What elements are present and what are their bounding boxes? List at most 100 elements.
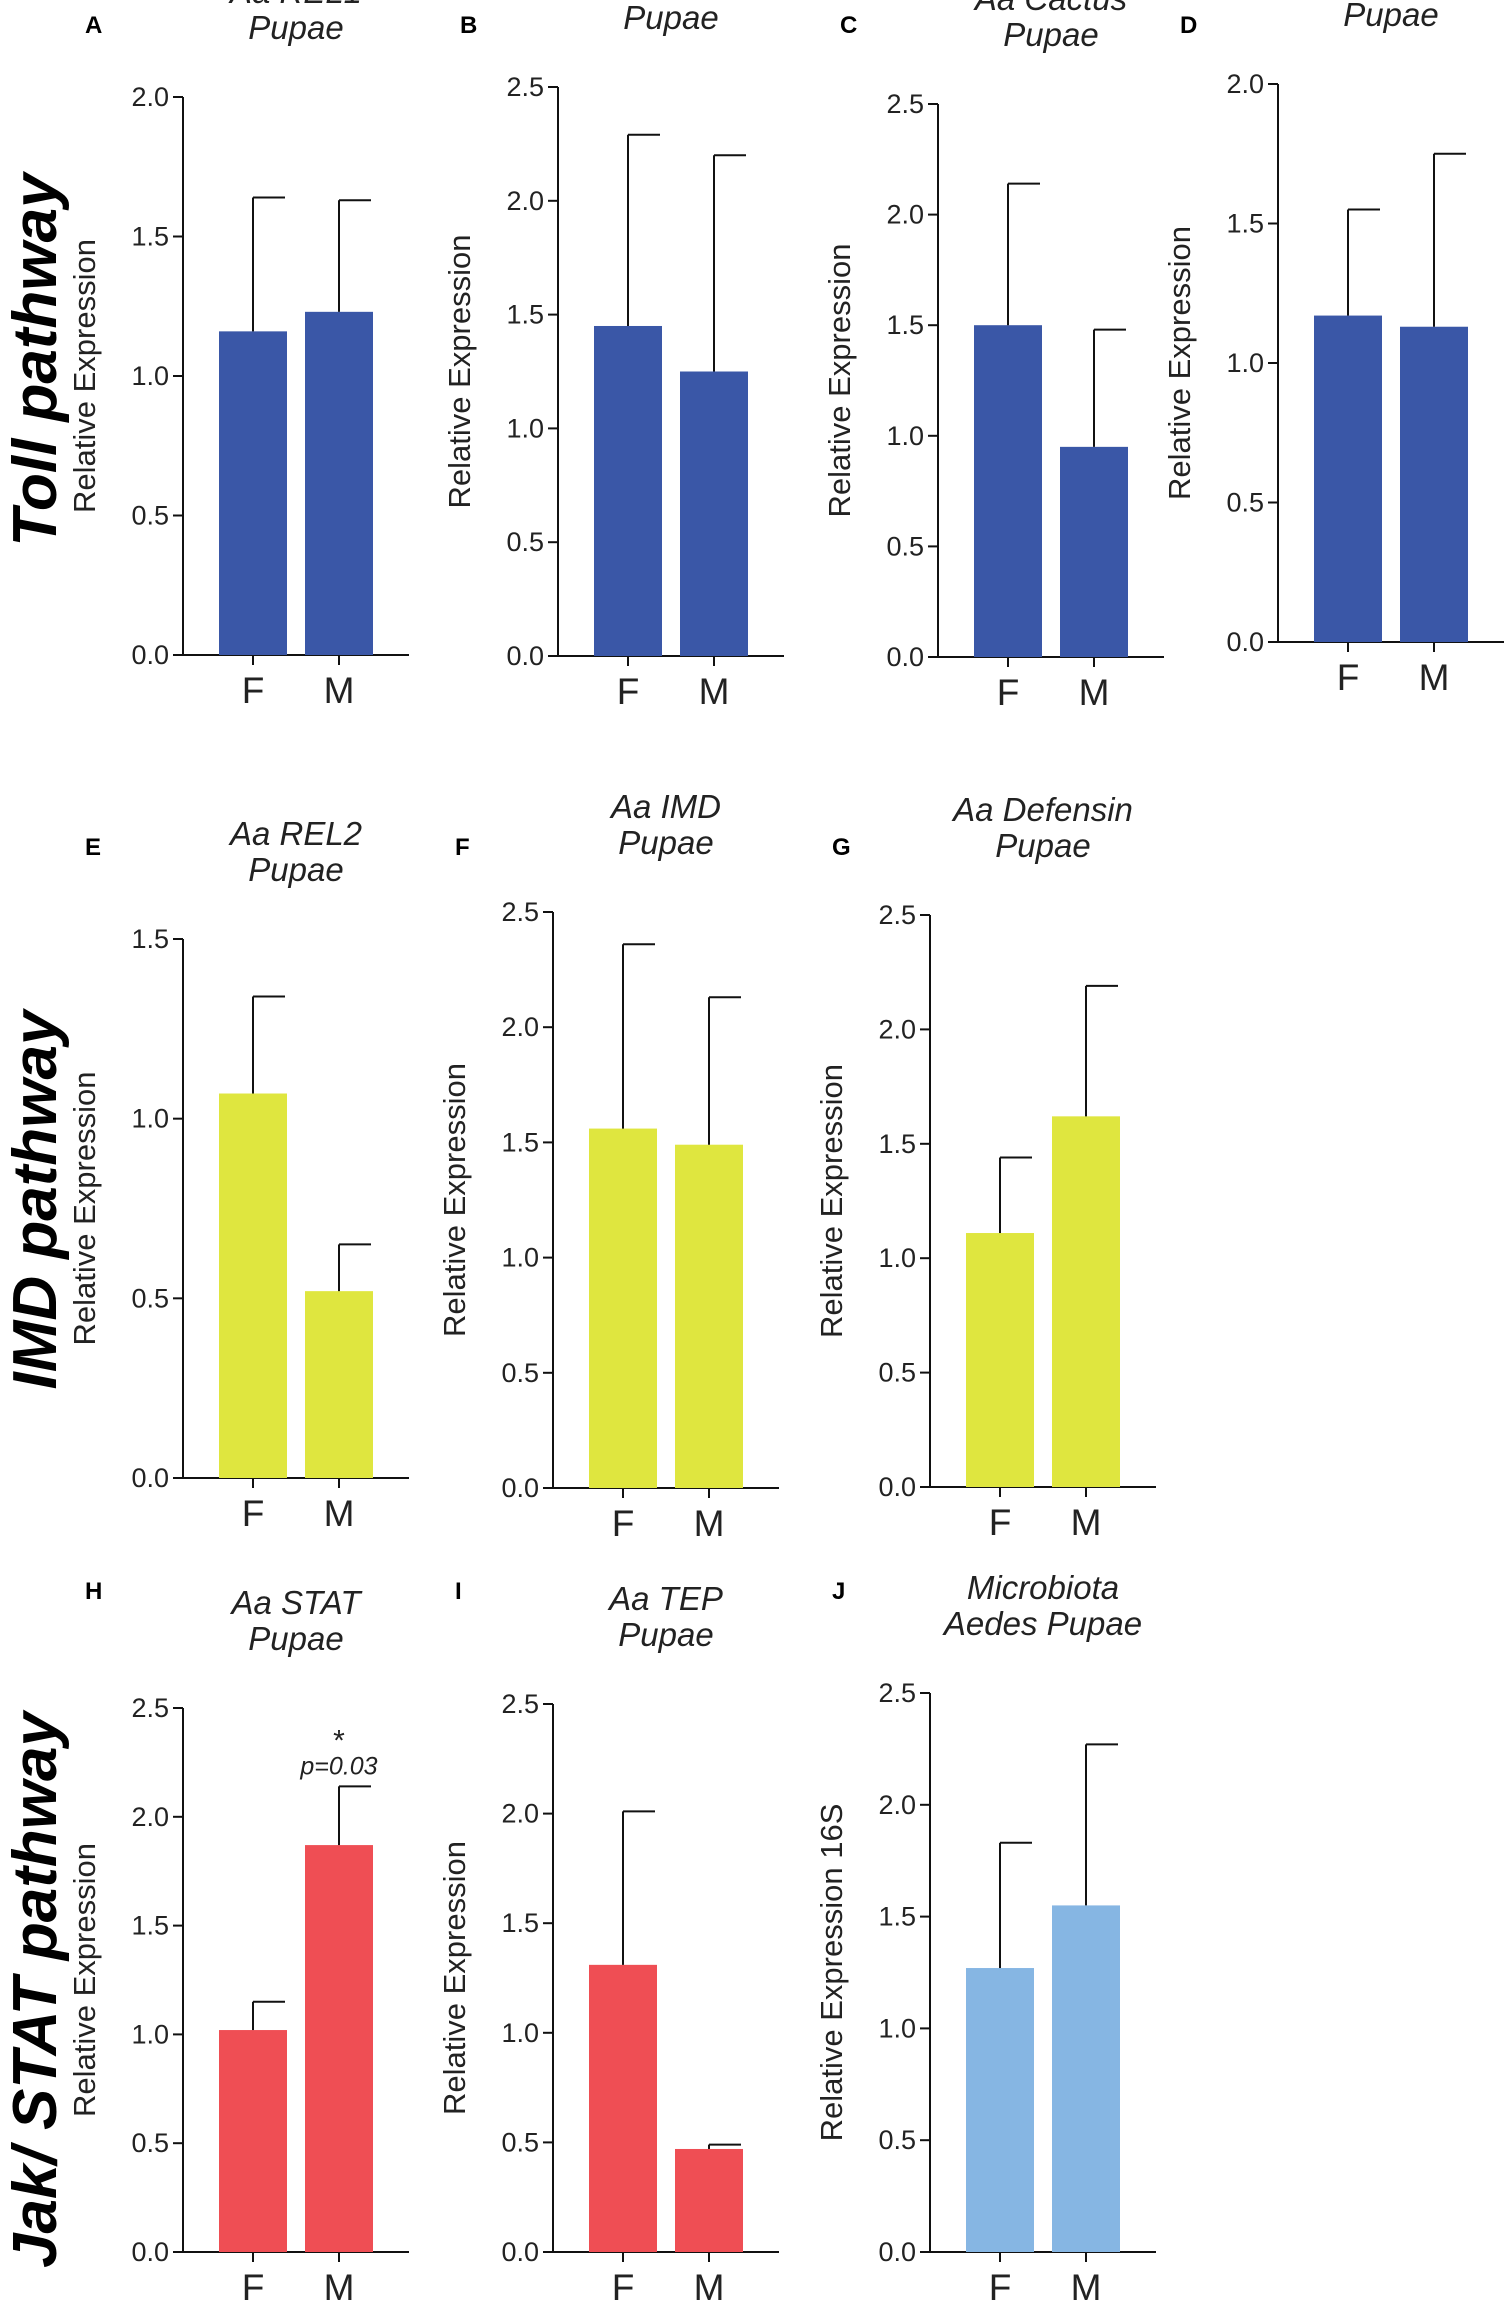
- y-axis-label: Relative Expression: [67, 1072, 102, 1346]
- panel-letter: B: [460, 12, 477, 39]
- chart-panel-c: C Aa CactusPupae Relative Expression 0.0 0.5…: [822, 0, 1164, 713]
- chart-title-line2: Pupae: [248, 1620, 343, 1657]
- bar-m: [1052, 1905, 1120, 2252]
- chart-title-line2: Pupae: [623, 0, 718, 36]
- bar-m: [1400, 326, 1468, 642]
- y-axis-label: Relative Expression: [437, 1841, 472, 2115]
- y-tick-label: 2.0: [886, 200, 924, 230]
- significance-star: *: [333, 1724, 345, 1757]
- y-tick-label: 1.0: [131, 361, 169, 391]
- chart-panel-d: DAa SerpinPupaeRelative Expression0.00.5…: [1162, 0, 1504, 698]
- y-tick-label: 0.5: [506, 527, 544, 557]
- panel-letter: E: [85, 834, 101, 861]
- bar-f: [594, 325, 662, 656]
- panel-letter: C: [840, 12, 857, 39]
- y-axis-label: Relative Expression: [814, 1064, 849, 1338]
- y-tick-label: 2.0: [506, 186, 544, 216]
- x-tick-label: F: [242, 2267, 265, 2300]
- bar-m: [305, 1291, 373, 1478]
- chart-title-line2: Aedes Pupae: [942, 1605, 1142, 1642]
- bar-f: [589, 1964, 657, 2252]
- x-tick-label: M: [324, 2267, 355, 2300]
- y-tick-label: 1.0: [131, 2019, 169, 2049]
- y-tick-label: 0.5: [1226, 488, 1264, 518]
- x-tick-label: F: [612, 2267, 635, 2300]
- y-tick-label: 1.5: [1226, 209, 1264, 239]
- y-tick-label: 0.5: [878, 2125, 916, 2155]
- y-tick-label: 1.5: [131, 222, 169, 252]
- panel-letter: I: [455, 1578, 462, 1605]
- chart-title-line2: Pupae: [248, 851, 343, 888]
- y-tick-label: 1.5: [501, 1127, 539, 1157]
- y-tick-label: 1.0: [501, 2018, 539, 2048]
- chart-panel-b: BAa Myd 88PupaeRelative Expression0.00.5…: [442, 0, 784, 712]
- chart-panels: AAa REL1PupaeRelative Expression0.00.51.…: [67, 0, 1504, 2300]
- y-tick-label: 1.0: [878, 2013, 916, 2043]
- x-tick-label: M: [694, 1503, 725, 1544]
- x-tick-label: F: [989, 1502, 1012, 1543]
- chart-title-line2: Pupae: [1343, 0, 1438, 33]
- y-tick-label: 1.0: [886, 421, 924, 451]
- bar-f: [219, 2030, 287, 2252]
- y-tick-label: 1.5: [506, 300, 544, 330]
- x-tick-label: M: [1419, 657, 1450, 698]
- chart-title-line1: Microbiota: [967, 1569, 1119, 1606]
- x-tick-label: F: [617, 671, 640, 712]
- panel-letter: A: [85, 12, 102, 39]
- chart-title-line2: Pupae: [618, 824, 713, 861]
- y-tick-label: 1.0: [501, 1243, 539, 1273]
- row-label-jak-stat: Jak/ STAT pathway: [1, 1709, 70, 2268]
- bar-m: [1060, 446, 1128, 657]
- x-tick-label: F: [1337, 657, 1360, 698]
- x-tick-label: M: [324, 670, 355, 711]
- y-tick-label: 1.0: [131, 1104, 169, 1134]
- chart-title-line1: Aa STAT: [230, 1584, 364, 1621]
- y-tick-label: 0.5: [131, 501, 169, 531]
- x-tick-label: F: [997, 672, 1020, 713]
- y-tick-label: 1.5: [878, 1902, 916, 1932]
- y-tick-label: 2.0: [131, 82, 169, 112]
- x-tick-label: M: [1071, 2267, 1102, 2300]
- bar-m: [680, 371, 748, 656]
- y-tick-label: 0.0: [506, 641, 544, 671]
- y-tick-label: 2.0: [501, 1012, 539, 1042]
- x-tick-label: M: [694, 2267, 725, 2300]
- bar-f: [219, 331, 287, 655]
- chart-title-line1: Aa Cactus: [973, 0, 1127, 17]
- bar-m: [305, 1845, 373, 2252]
- bar-f: [219, 1093, 287, 1478]
- y-tick-label: 2.5: [878, 900, 916, 930]
- x-tick-label: M: [1079, 672, 1110, 713]
- x-tick-label: M: [324, 1493, 355, 1534]
- y-tick-label: 1.5: [131, 924, 169, 954]
- y-tick-label: 0.0: [131, 2237, 169, 2267]
- bar-m: [305, 311, 373, 655]
- y-tick-label: 2.5: [501, 1689, 539, 1719]
- y-tick-label: 2.5: [501, 897, 539, 927]
- y-tick-label: 1.5: [501, 1908, 539, 1938]
- y-axis-label: Relative Expression: [437, 1063, 472, 1337]
- y-axis-label: Relative Expression: [67, 1843, 102, 2117]
- y-tick-label: 1.5: [886, 310, 924, 340]
- y-tick-label: 0.0: [501, 1473, 539, 1503]
- y-tick-label: 2.5: [886, 89, 924, 119]
- bar-f: [974, 325, 1042, 657]
- y-tick-label: 0.0: [878, 2237, 916, 2267]
- y-tick-label: 1.0: [878, 1243, 916, 1273]
- chart-title-line1: Aa Defensin: [951, 791, 1133, 828]
- row-label-imd: IMD pathway: [1, 1007, 70, 1389]
- x-tick-label: F: [612, 1503, 635, 1544]
- y-tick-label: 0.0: [131, 640, 169, 670]
- bar-m: [675, 2148, 743, 2252]
- y-tick-label: 0.5: [886, 531, 924, 561]
- y-axis-label: Relative Expression: [67, 239, 102, 513]
- y-axis-label: Relative Expression 16S: [814, 1804, 849, 2142]
- bar-f: [966, 1968, 1034, 2252]
- y-tick-label: 0.5: [878, 1358, 916, 1388]
- chart-title-line2: Pupae: [1003, 16, 1098, 53]
